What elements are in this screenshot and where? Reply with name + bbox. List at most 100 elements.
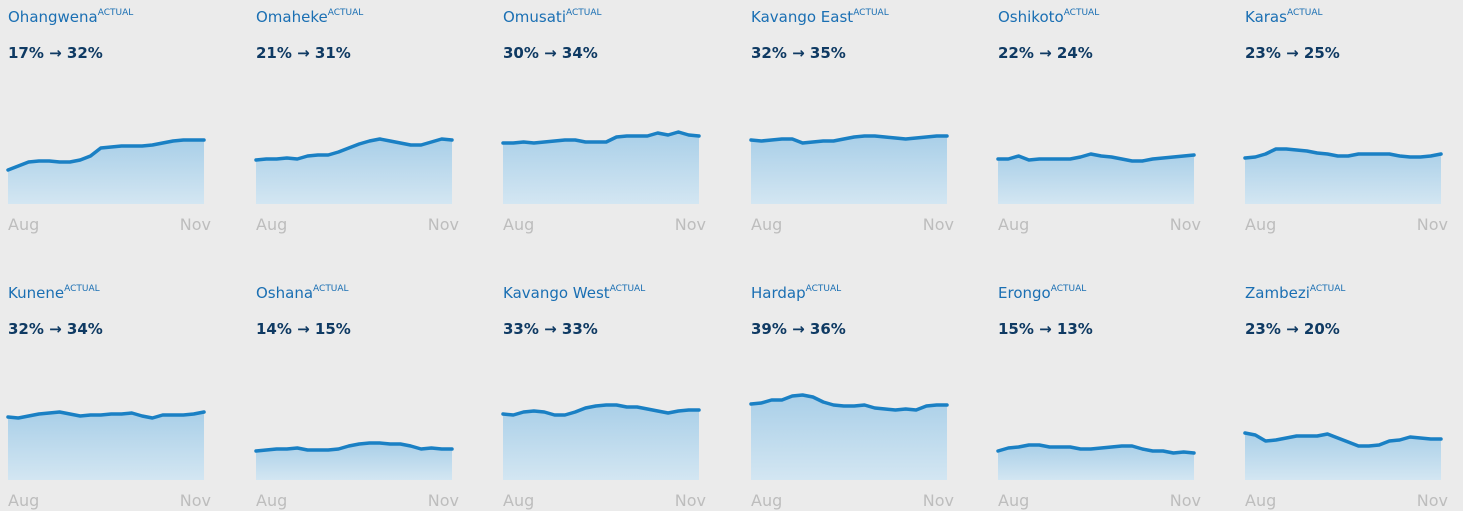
annotation: ACTUAL bbox=[1051, 284, 1087, 294]
subtitle: 32% → 35% bbox=[751, 44, 846, 62]
panel: OshikotoACTUAL 22% → 24% Aug Nov bbox=[996, 8, 1201, 234]
title-text: Kavango East bbox=[751, 8, 853, 26]
x-tick-label: Aug bbox=[503, 491, 534, 510]
area bbox=[256, 443, 452, 480]
panel: KarasACTUAL 23% → 25% Aug Nov bbox=[1243, 8, 1448, 234]
x-tick-label: Aug bbox=[256, 491, 287, 510]
panel-title: ErongoACTUAL bbox=[998, 284, 1086, 302]
x-tick-label: Nov bbox=[1417, 215, 1448, 234]
subtitle: 23% → 25% bbox=[1245, 44, 1340, 62]
line bbox=[501, 403, 701, 417]
area bbox=[8, 140, 204, 204]
panel: OshanaACTUAL 14% → 15% Aug Nov bbox=[254, 284, 459, 510]
panel: Kavango WestACTUAL 33% → 33% Aug Nov bbox=[501, 284, 706, 510]
panel: OmusatiACTUAL 30% → 34% Aug Nov bbox=[501, 8, 706, 234]
title-text: Kavango West bbox=[503, 284, 610, 302]
annotation: ACTUAL bbox=[1287, 8, 1323, 18]
annotation: ACTUAL bbox=[98, 8, 134, 18]
area bbox=[256, 139, 452, 204]
subtitle: 33% → 33% bbox=[503, 320, 598, 338]
x-tick-label: Nov bbox=[180, 215, 211, 234]
panel-title: OshikotoACTUAL bbox=[998, 8, 1099, 26]
panel-title: KarasACTUAL bbox=[1245, 8, 1323, 26]
x-tick-label: Aug bbox=[256, 215, 287, 234]
x-tick-label: Nov bbox=[428, 215, 459, 234]
x-tick-label: Nov bbox=[1170, 491, 1201, 510]
title-text: Omusati bbox=[503, 8, 566, 26]
x-tick-label: Nov bbox=[1170, 215, 1201, 234]
subtitle: 30% → 34% bbox=[503, 44, 598, 62]
subtitle: 22% → 24% bbox=[998, 44, 1093, 62]
panel-title: OhangwenaACTUAL bbox=[8, 8, 133, 26]
subtitle: 17% → 32% bbox=[8, 44, 103, 62]
line bbox=[1243, 147, 1443, 160]
panel-title: ZambeziACTUAL bbox=[1245, 284, 1345, 302]
panel-title: KuneneACTUAL bbox=[8, 284, 100, 302]
x-tick-label: Nov bbox=[923, 491, 954, 510]
x-tick-label: Aug bbox=[8, 491, 39, 510]
panel: Kavango EastACTUAL 32% → 35% Aug Nov bbox=[749, 8, 954, 234]
x-tick-label: Aug bbox=[751, 491, 782, 510]
panel-title: OshanaACTUAL bbox=[256, 284, 349, 302]
annotation: ACTUAL bbox=[313, 284, 349, 294]
title-text: Ohangwena bbox=[8, 8, 98, 26]
panel: ZambeziACTUAL 23% → 20% Aug Nov bbox=[1243, 284, 1448, 510]
annotation: ACTUAL bbox=[853, 8, 889, 18]
area bbox=[1245, 433, 1441, 480]
annotation: ACTUAL bbox=[1064, 8, 1100, 18]
x-tick-label: Aug bbox=[8, 215, 39, 234]
line bbox=[749, 134, 949, 145]
area bbox=[503, 132, 699, 204]
annotation: ACTUAL bbox=[566, 8, 602, 18]
panel-title: Kavango WestACTUAL bbox=[503, 284, 645, 302]
panel: HardapACTUAL 39% → 36% Aug Nov bbox=[749, 284, 954, 510]
panel-title: OmusatiACTUAL bbox=[503, 8, 602, 26]
title-text: Omaheke bbox=[256, 8, 328, 26]
title-text: Oshikoto bbox=[998, 8, 1064, 26]
annotation: ACTUAL bbox=[1310, 284, 1346, 294]
x-tick-label: Nov bbox=[675, 491, 706, 510]
area bbox=[1245, 149, 1441, 204]
annotation: ACTUAL bbox=[610, 284, 646, 294]
panel-title: OmahekeACTUAL bbox=[256, 8, 363, 26]
panel: ErongoACTUAL 15% → 13% Aug Nov bbox=[996, 284, 1201, 510]
annotation: ACTUAL bbox=[64, 284, 100, 294]
x-tick-label: Nov bbox=[675, 215, 706, 234]
area bbox=[998, 445, 1194, 480]
panel: KuneneACTUAL 32% → 34% Aug Nov bbox=[6, 284, 211, 510]
title-text: Kunene bbox=[8, 284, 64, 302]
area bbox=[8, 412, 204, 480]
panel: OmahekeACTUAL 21% → 31% Aug Nov bbox=[254, 8, 459, 234]
title-text: Oshana bbox=[256, 284, 313, 302]
line bbox=[996, 152, 1196, 163]
line bbox=[501, 130, 701, 145]
subtitle: 23% → 20% bbox=[1245, 320, 1340, 338]
subtitle: 32% → 34% bbox=[8, 320, 103, 338]
line bbox=[749, 393, 949, 412]
panel-title: Kavango EastACTUAL bbox=[751, 8, 889, 26]
annotation: ACTUAL bbox=[806, 284, 842, 294]
x-tick-label: Nov bbox=[180, 491, 211, 510]
x-tick-label: Nov bbox=[1417, 491, 1448, 510]
line bbox=[6, 410, 206, 420]
line bbox=[996, 443, 1196, 455]
panel: OhangwenaACTUAL 17% → 32% Aug Nov bbox=[6, 8, 211, 234]
panel-title: HardapACTUAL bbox=[751, 284, 841, 302]
x-tick-label: Nov bbox=[923, 215, 954, 234]
area bbox=[503, 405, 699, 480]
line bbox=[254, 137, 454, 162]
subtitle: 39% → 36% bbox=[751, 320, 846, 338]
title-text: Erongo bbox=[998, 284, 1051, 302]
subtitle: 15% → 13% bbox=[998, 320, 1093, 338]
line bbox=[254, 441, 454, 453]
area bbox=[751, 136, 947, 204]
x-tick-label: Aug bbox=[1245, 491, 1276, 510]
x-tick-label: Aug bbox=[751, 215, 782, 234]
subtitle: 21% → 31% bbox=[256, 44, 351, 62]
x-tick-label: Aug bbox=[998, 491, 1029, 510]
x-tick-label: Aug bbox=[1245, 215, 1276, 234]
subtitle: 14% → 15% bbox=[256, 320, 351, 338]
title-text: Karas bbox=[1245, 8, 1287, 26]
title-text: Hardap bbox=[751, 284, 806, 302]
x-tick-label: Aug bbox=[503, 215, 534, 234]
